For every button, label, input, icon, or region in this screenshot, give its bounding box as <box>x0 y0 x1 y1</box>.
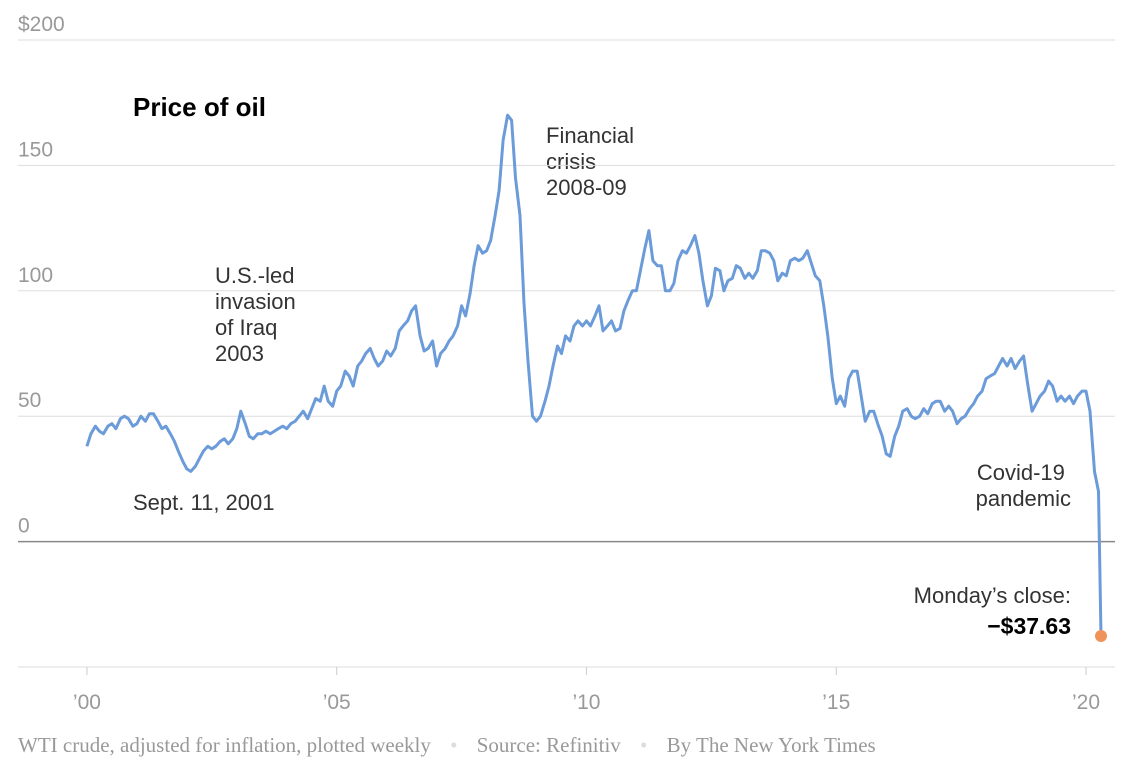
annotation-line: pandemic <box>976 486 1071 511</box>
chart-title: Price of oil <box>133 92 266 122</box>
highlight-label: −$37.63 <box>987 613 1071 639</box>
highlight-caption: Monday’s close: <box>914 583 1071 608</box>
x-tick-label: ’20 <box>1072 691 1100 714</box>
highlight-dot <box>1095 629 1108 642</box>
annotation-line: invasion <box>215 289 296 314</box>
separator: • <box>640 733 647 757</box>
x-tick-label: ’05 <box>323 691 351 714</box>
annotation-line: 2008-09 <box>546 175 627 200</box>
footer-note: WTI crude, adjusted for inflation, plott… <box>18 733 431 757</box>
annotation-line: 2003 <box>215 341 264 366</box>
footer-credit: By The New York Times <box>667 733 876 757</box>
annotation: U.S.-led invasion of Iraq 2003 <box>215 263 302 366</box>
price-line <box>85 113 1103 637</box>
annotation: Covid-19 pandemic <box>976 460 1071 511</box>
annotation: Sept. 11, 2001 <box>133 490 275 515</box>
annotation-line: U.S.-led <box>215 263 294 288</box>
x-tick-label: ’15 <box>822 691 850 714</box>
footer: WTI crude, adjusted for inflation, plott… <box>18 733 876 757</box>
y-tick-label: 50 <box>18 389 41 412</box>
footer-source: Source: Refinitiv <box>477 733 622 757</box>
x-tick-label: ’10 <box>572 691 600 714</box>
y-tick-label: 0 <box>18 515 30 538</box>
separator: • <box>450 733 457 757</box>
y-tick-label: $200 <box>18 13 65 36</box>
annotation-line: Financial <box>546 123 634 148</box>
annotation-line: crisis <box>546 149 596 174</box>
annotation-line: of Iraq <box>215 315 277 340</box>
y-tick-label: 100 <box>18 264 53 287</box>
annotation-line: Covid-19 <box>977 460 1065 485</box>
x-tick-label: ’00 <box>73 691 101 714</box>
y-tick-label: 150 <box>18 138 53 161</box>
annotation: Financial crisis 2008-09 <box>546 123 640 200</box>
